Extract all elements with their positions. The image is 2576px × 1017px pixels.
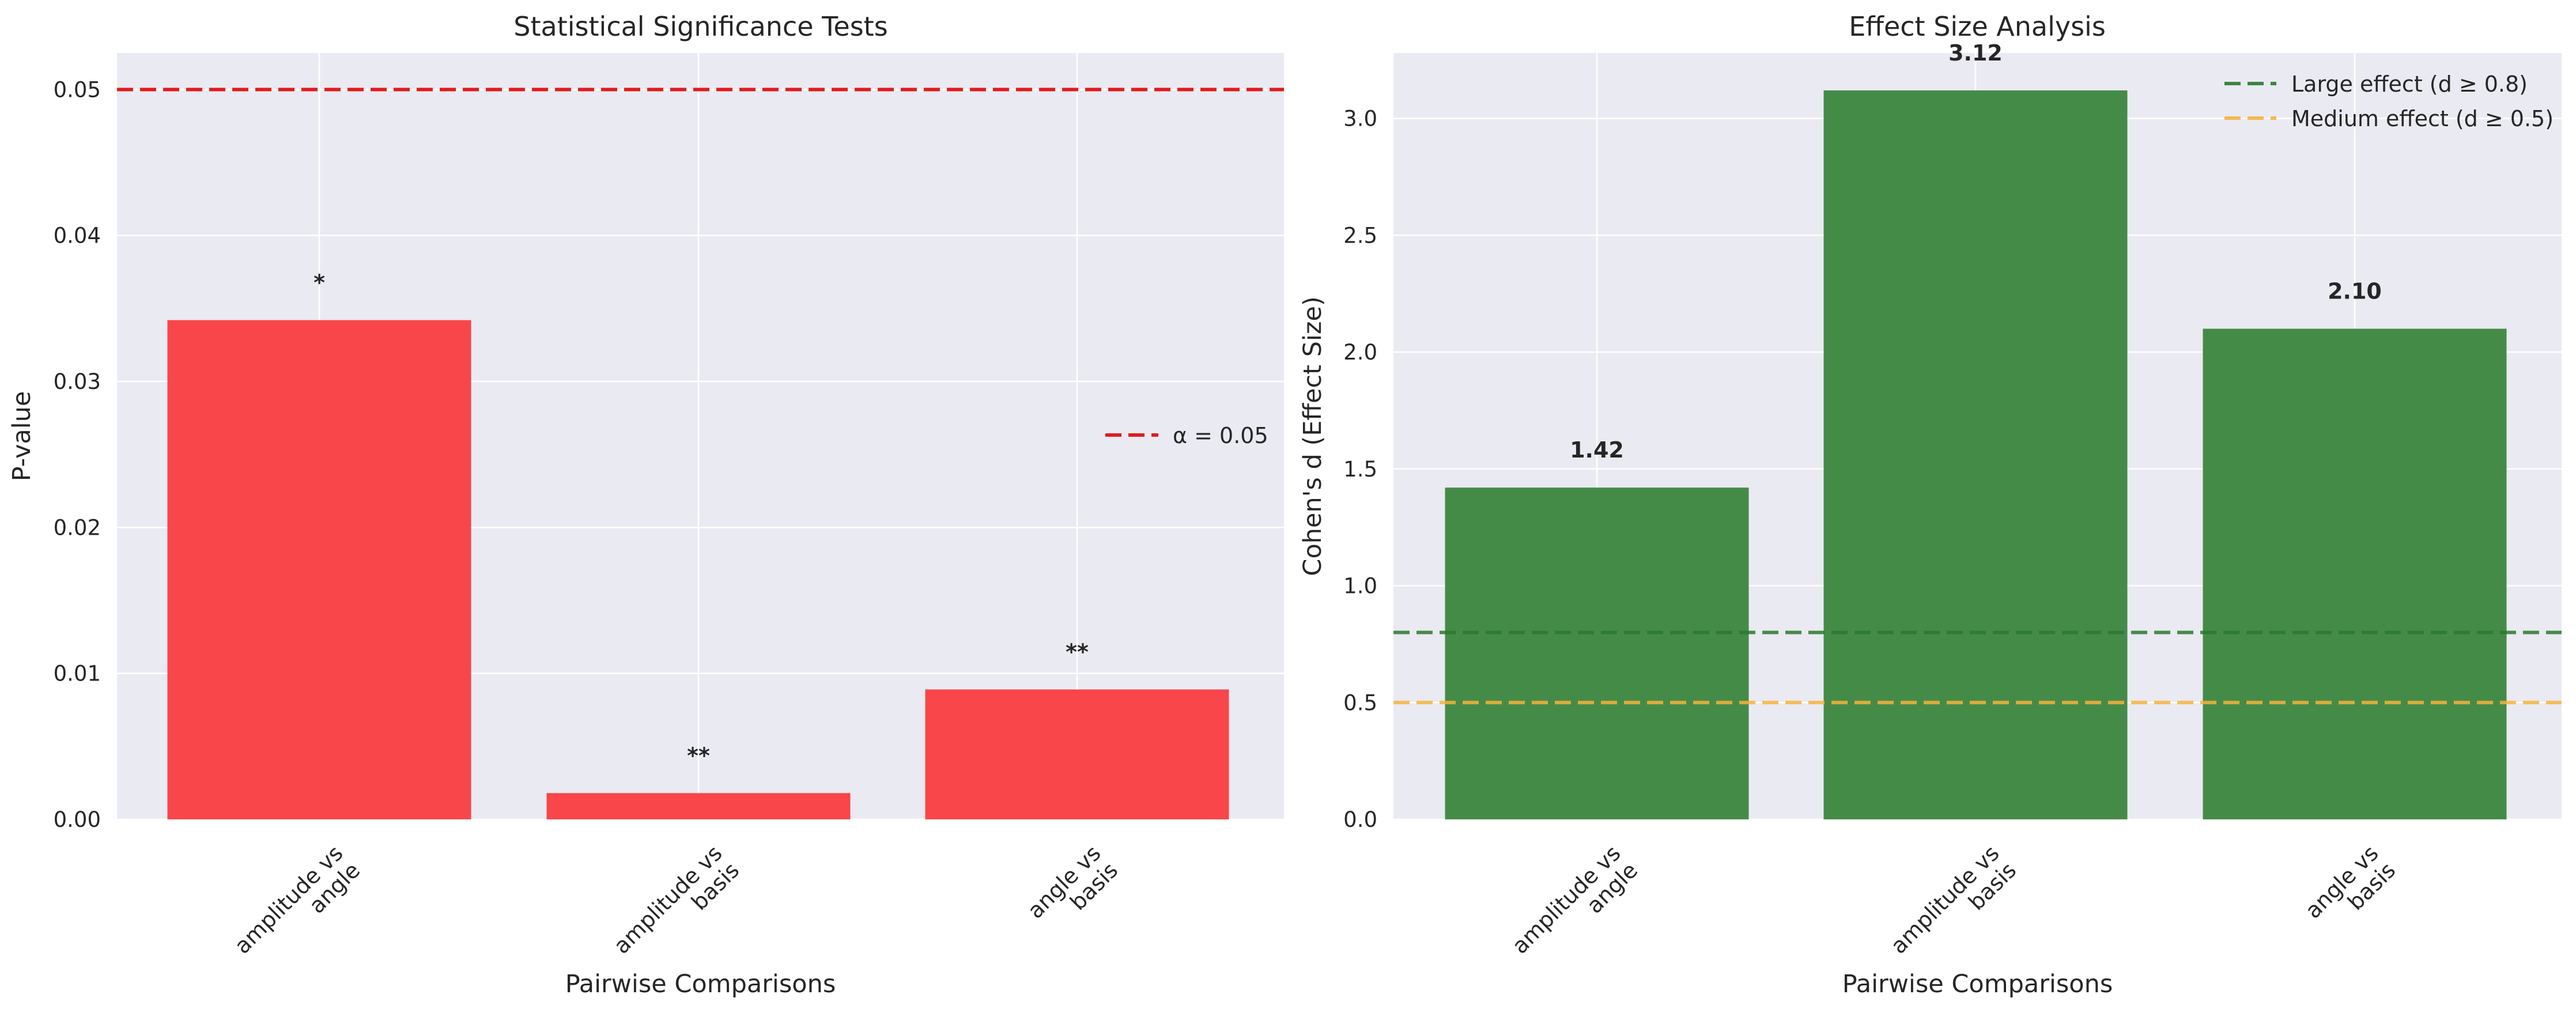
bar — [2203, 328, 2507, 819]
bar — [925, 689, 1229, 819]
x-tick-label: amplitude vsangle — [229, 840, 365, 976]
y-tick-label: 3.0 — [1343, 107, 1377, 131]
bar-label: ** — [687, 743, 710, 768]
x-tick-label: amplitude vsbasis — [609, 840, 744, 976]
effect-size-chart: 0.0 0.5 1.0 1.5 2.0 2.5 3.0 1.42 3.12 2.10 amplitu… — [1298, 11, 2562, 999]
y-tick-label: 1.5 — [1343, 457, 1377, 482]
chart-title: Statistical Significance Tests — [513, 11, 887, 42]
bar-label: * — [313, 270, 325, 296]
bar-label: 2.10 — [2328, 278, 2382, 304]
y-tick-label: 0.02 — [54, 515, 101, 540]
bar — [1445, 487, 1749, 819]
bar — [1823, 90, 2128, 819]
legend-label: Medium effect (d ≥ 0.5) — [2291, 106, 2554, 131]
bar-label: ** — [1066, 640, 1089, 665]
x-tick-label: angle vsbasis — [1022, 840, 1123, 940]
y-tick-label: 0.5 — [1343, 690, 1377, 715]
chart-title: Effect Size Analysis — [1849, 11, 2106, 42]
y-tick-label: 1.0 — [1343, 574, 1377, 599]
y-tick-label: 0.00 — [54, 807, 101, 832]
bar-label: 1.42 — [1570, 437, 1624, 463]
y-tick-label: 0.04 — [54, 224, 101, 248]
y-tick-label: 0.01 — [54, 661, 101, 686]
x-tick-label: amplitude vsbasis — [1886, 840, 2021, 976]
y-tick-label: 2.5 — [1343, 223, 1377, 248]
bar — [546, 793, 851, 819]
x-tick-label: amplitude vsangle — [1507, 840, 1642, 976]
bar — [167, 320, 471, 819]
legend-label: Large effect (d ≥ 0.8) — [2291, 71, 2528, 97]
p-value-chart: 0.000.010.020.030.040.05*****amplitude v… — [7, 11, 1284, 999]
legend-label: α = 0.05 — [1173, 423, 1268, 448]
bar-label: 3.12 — [1948, 40, 2003, 66]
y-tick-label: 0.05 — [54, 77, 101, 102]
y-tick-label: 0.0 — [1343, 807, 1377, 832]
x-axis-label: Pairwise Comparisons — [565, 970, 836, 999]
y-tick-label: 2.0 — [1343, 340, 1377, 365]
y-tick-label: 0.03 — [54, 369, 101, 394]
y-axis-label: P-value — [7, 391, 36, 482]
x-tick-label: angle vsbasis — [2300, 840, 2400, 940]
x-axis-label: Pairwise Comparisons — [1842, 970, 2113, 999]
y-axis-label: Cohen's d (Effect Size) — [1298, 296, 1327, 576]
